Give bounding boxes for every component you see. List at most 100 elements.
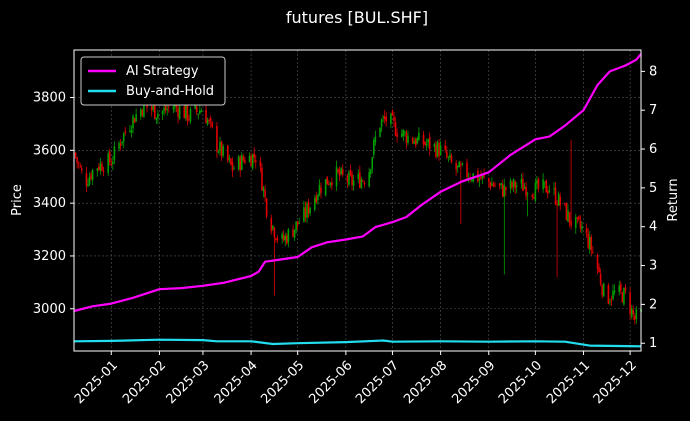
candle-body	[307, 202, 310, 214]
candle-body	[511, 181, 513, 188]
candle-body	[587, 233, 589, 248]
candle-body	[231, 162, 234, 172]
candle-body	[175, 103, 178, 108]
candle-body	[219, 142, 221, 151]
candle-body	[565, 203, 568, 221]
candle-body	[352, 180, 355, 186]
candle-body	[456, 165, 459, 168]
candle-body	[542, 179, 544, 190]
candle-body	[220, 141, 223, 157]
candle-body	[118, 142, 120, 149]
candle-body	[298, 222, 301, 224]
candle-body	[599, 273, 602, 285]
candle-body	[309, 207, 311, 214]
candle-body	[416, 137, 419, 144]
series-lines	[73, 53, 642, 348]
candle-body	[110, 163, 113, 166]
candle-body	[404, 131, 406, 133]
y-left-ticks: 3000 3200 3400 3600 3800	[33, 91, 74, 317]
candle-body	[265, 198, 268, 217]
candle-body	[251, 154, 254, 169]
candle-body	[460, 164, 462, 166]
candle-body	[414, 139, 417, 146]
candle-body	[122, 132, 125, 142]
candle-body	[135, 114, 137, 122]
candle-body	[433, 144, 436, 147]
candle-body	[199, 110, 201, 114]
candle-body	[157, 113, 159, 119]
candle-body	[293, 229, 296, 239]
candle-body	[581, 226, 583, 230]
candle-body	[534, 182, 537, 201]
candle-body	[194, 105, 196, 109]
candle-body	[281, 233, 283, 239]
candle-body	[262, 187, 265, 192]
candle-body	[385, 117, 388, 122]
candle-body	[295, 221, 297, 231]
candle-body	[107, 153, 109, 173]
candle-body	[624, 287, 627, 291]
candle-body	[98, 166, 100, 170]
candle-body	[259, 160, 262, 167]
candle-body	[470, 179, 473, 181]
y-right-tick-label: 5	[649, 181, 657, 196]
candle-body	[630, 308, 633, 317]
candle-body	[533, 197, 535, 199]
candle-body	[178, 106, 181, 119]
y-right-tick-label: 6	[649, 142, 657, 157]
candle-body	[405, 132, 408, 143]
candle-body	[369, 169, 372, 174]
candle-body	[525, 186, 527, 197]
buy-and-hold-line	[73, 338, 642, 348]
candle-body	[79, 166, 82, 168]
candle-body	[402, 129, 405, 136]
candle-body	[613, 290, 616, 293]
candle-body	[362, 180, 364, 182]
candle-body	[512, 179, 515, 187]
candle-body	[633, 316, 636, 320]
candle-body	[264, 189, 266, 198]
candle-body	[424, 142, 426, 145]
candle-body	[357, 173, 360, 180]
candle-body	[96, 168, 99, 171]
candle-body	[183, 106, 186, 119]
candle-body	[501, 184, 504, 197]
candle-body	[273, 227, 276, 238]
candle-body	[226, 145, 229, 161]
y-right-tick-label: 7	[649, 103, 657, 118]
candle-body	[531, 194, 534, 197]
candle-body	[481, 175, 484, 179]
candle-body	[545, 180, 548, 193]
candle-body	[489, 182, 492, 189]
candle-body	[382, 117, 384, 119]
candle-body	[284, 235, 287, 241]
candle-body	[413, 141, 415, 145]
ai-strategy-line	[73, 53, 642, 313]
candle-body	[130, 130, 133, 133]
candle-body	[444, 145, 447, 150]
candle-body	[76, 157, 78, 163]
candle-body	[91, 169, 94, 180]
candle-body	[407, 135, 409, 143]
candle-body	[242, 156, 245, 161]
candle-body	[348, 172, 350, 185]
candle-body	[112, 161, 114, 164]
candle-body	[557, 193, 560, 206]
candle-body	[351, 174, 353, 185]
candle-body	[449, 154, 451, 158]
candle-body	[261, 167, 263, 191]
candle-body	[585, 228, 588, 233]
candle-body	[121, 141, 123, 144]
candle-body	[185, 105, 187, 119]
candle-body	[222, 146, 224, 156]
candle-body	[543, 181, 546, 183]
candle-body	[487, 178, 490, 182]
candle-body	[523, 187, 526, 189]
candle-body	[418, 132, 420, 141]
candle-body	[447, 156, 450, 158]
candle-body	[394, 122, 397, 136]
candle-body	[228, 158, 231, 160]
candle-body	[483, 174, 485, 177]
candle-body	[315, 195, 318, 203]
